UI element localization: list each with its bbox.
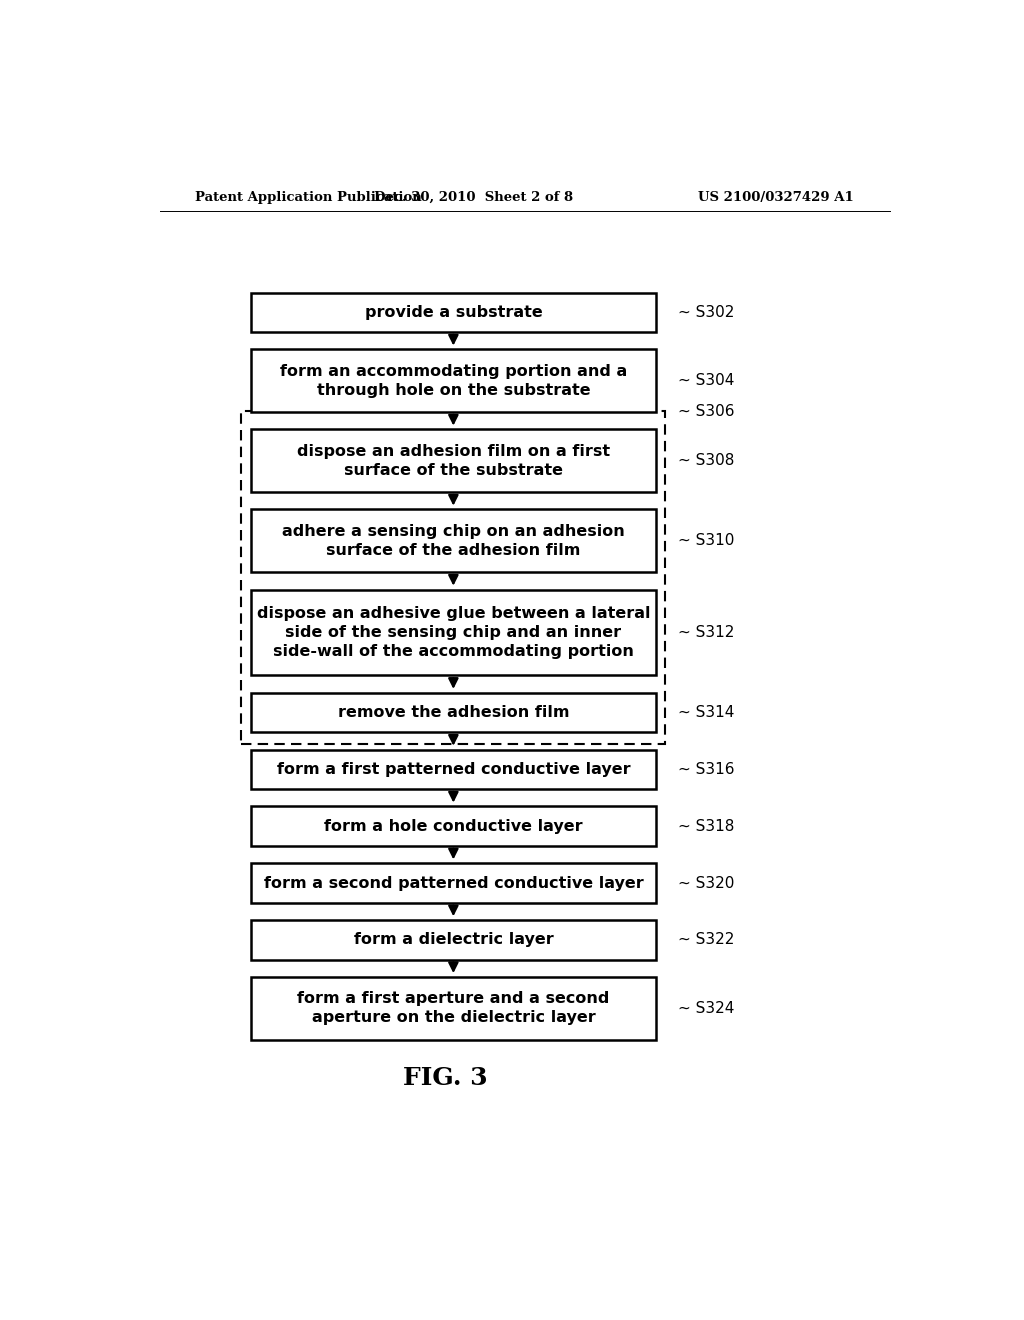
Text: form a second patterned conductive layer: form a second patterned conductive layer xyxy=(263,875,643,891)
Text: FIG. 3: FIG. 3 xyxy=(403,1067,487,1090)
Text: form a first patterned conductive layer: form a first patterned conductive layer xyxy=(276,762,630,777)
Bar xyxy=(251,920,655,960)
Text: ~ S324: ~ S324 xyxy=(678,1001,734,1016)
Text: form a first aperture and a second
aperture on the dielectric layer: form a first aperture and a second apert… xyxy=(297,991,609,1026)
Bar xyxy=(251,863,655,903)
Bar xyxy=(251,750,655,789)
Text: ~ S310: ~ S310 xyxy=(678,533,734,548)
Text: form a hole conductive layer: form a hole conductive layer xyxy=(324,818,583,834)
Text: ~ S302: ~ S302 xyxy=(678,305,734,319)
Text: ~ S306: ~ S306 xyxy=(678,404,734,418)
Bar xyxy=(251,350,655,412)
Text: ~ S322: ~ S322 xyxy=(678,932,734,948)
Bar xyxy=(251,429,655,492)
Text: dispose an adhesive glue between a lateral
side of the sensing chip and an inner: dispose an adhesive glue between a later… xyxy=(257,606,650,659)
Bar xyxy=(251,293,655,333)
Bar xyxy=(251,807,655,846)
Text: form a dielectric layer: form a dielectric layer xyxy=(353,932,553,948)
Text: ~ S312: ~ S312 xyxy=(678,624,734,640)
Bar xyxy=(251,590,655,676)
Text: US 2100/0327429 A1: US 2100/0327429 A1 xyxy=(698,190,854,203)
Bar xyxy=(251,510,655,572)
Text: ~ S314: ~ S314 xyxy=(678,705,734,719)
Text: form an accommodating portion and a
through hole on the substrate: form an accommodating portion and a thro… xyxy=(280,364,627,397)
Text: Dec. 30, 2010  Sheet 2 of 8: Dec. 30, 2010 Sheet 2 of 8 xyxy=(374,190,572,203)
Text: adhere a sensing chip on an adhesion
surface of the adhesion film: adhere a sensing chip on an adhesion sur… xyxy=(282,524,625,557)
Text: remove the adhesion film: remove the adhesion film xyxy=(338,705,569,719)
Text: dispose an adhesion film on a first
surface of the substrate: dispose an adhesion film on a first surf… xyxy=(297,444,610,478)
Text: ~ S320: ~ S320 xyxy=(678,875,734,891)
Bar xyxy=(251,977,655,1040)
Text: ~ S304: ~ S304 xyxy=(678,374,734,388)
Text: ~ S318: ~ S318 xyxy=(678,818,734,834)
Text: ~ S308: ~ S308 xyxy=(678,453,734,469)
Bar xyxy=(242,411,666,744)
Bar xyxy=(251,693,655,733)
Text: ~ S316: ~ S316 xyxy=(678,762,734,777)
Text: provide a substrate: provide a substrate xyxy=(365,305,543,319)
Text: Patent Application Publication: Patent Application Publication xyxy=(196,190,422,203)
